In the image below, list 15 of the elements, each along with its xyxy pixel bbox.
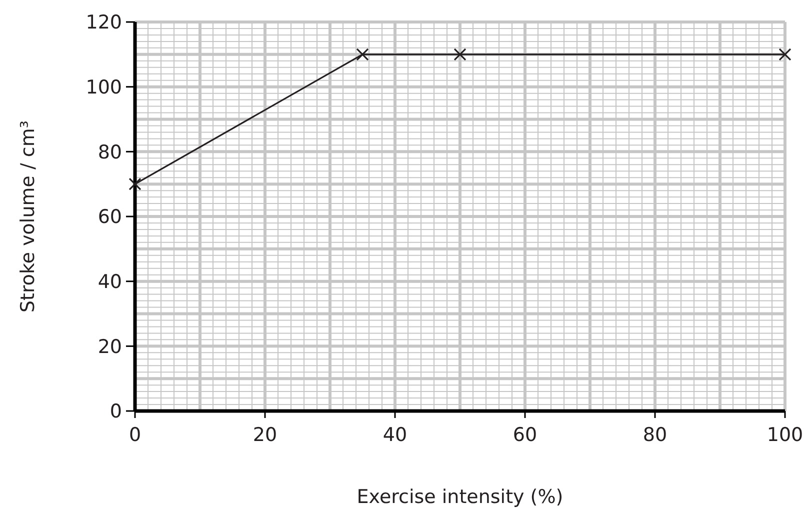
y-axis-title: Stroke volume / cm³ xyxy=(17,120,39,313)
x-tick-label: 40 xyxy=(382,424,408,446)
x-tick-label: 80 xyxy=(642,424,668,446)
x-tick-label: 20 xyxy=(252,424,278,446)
y-tick-label: 100 xyxy=(86,76,122,98)
y-tick-label: 0 xyxy=(110,400,122,423)
y-tick-label: 120 xyxy=(86,12,122,34)
x-tick-label: 100 xyxy=(766,424,804,446)
y-tick-label: 40 xyxy=(98,270,122,293)
x-tick-label: 60 xyxy=(512,424,538,446)
x-axis-title: Exercise intensity (%) xyxy=(356,486,564,508)
y-tick-label: 60 xyxy=(98,206,122,228)
y-tick-label: 20 xyxy=(98,336,122,358)
x-tick-label: 0 xyxy=(128,424,142,446)
y-tick-label: 80 xyxy=(98,141,122,164)
